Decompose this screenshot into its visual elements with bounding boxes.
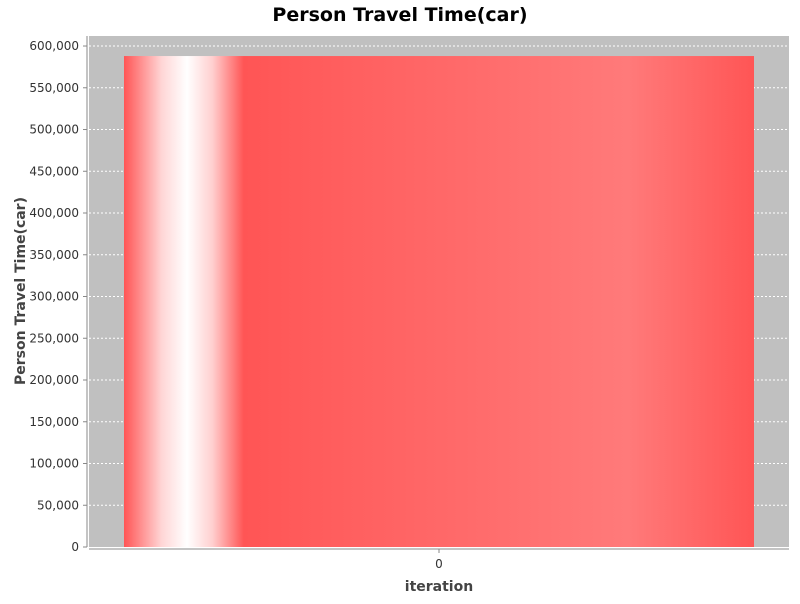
y-tick-label: 300,000 xyxy=(29,290,79,304)
y-axis-label: Person Travel Time(car) xyxy=(13,197,29,385)
y-tick-label: 0 xyxy=(71,540,79,554)
y-tick-label: 450,000 xyxy=(29,164,79,178)
x-axis-label: iteration xyxy=(405,579,473,595)
y-tick-label: 150,000 xyxy=(29,415,79,429)
chart-title: Person Travel Time(car) xyxy=(272,4,527,26)
y-tick-label: 250,000 xyxy=(29,331,79,345)
y-tick-label: 550,000 xyxy=(29,81,79,95)
y-tick-label: 350,000 xyxy=(29,248,79,262)
bars xyxy=(124,56,754,547)
y-tick-label: 50,000 xyxy=(37,498,79,512)
x-tick-label: 0 xyxy=(435,557,443,571)
y-tick-label: 200,000 xyxy=(29,373,79,387)
y-tick-label: 100,000 xyxy=(29,457,79,471)
y-tick-label: 600,000 xyxy=(29,39,79,53)
y-tick-label: 500,000 xyxy=(29,123,79,137)
y-tick-label: 400,000 xyxy=(29,206,79,220)
x-axis-ticks: 0 xyxy=(435,549,443,571)
bar xyxy=(124,56,754,547)
y-axis-ticks: 0 50,000 100,000 150,000 200,000 250,000 300,0… xyxy=(29,39,87,554)
